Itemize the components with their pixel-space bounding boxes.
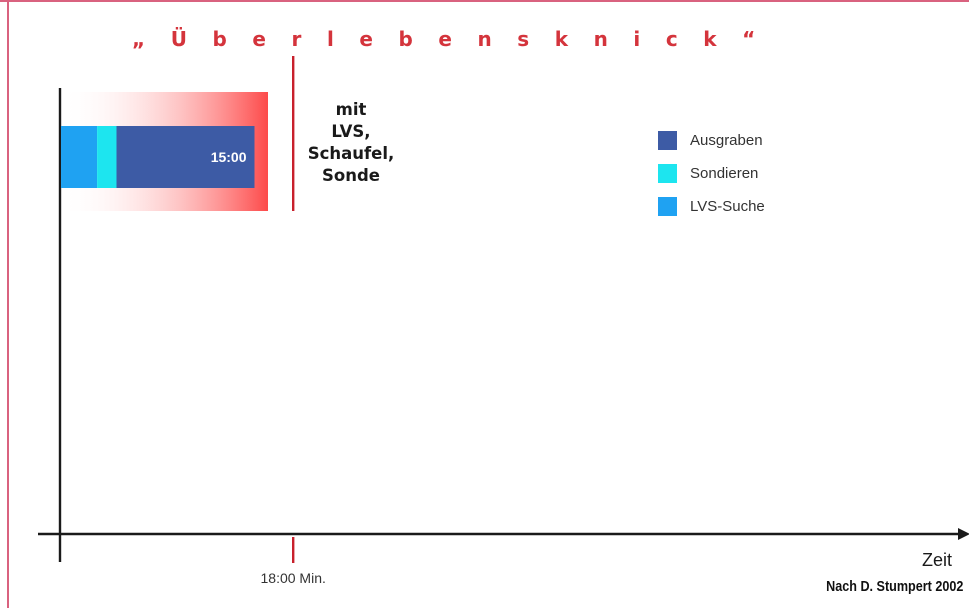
legend-item-sondieren: Sondieren: [658, 157, 765, 190]
category-line: Sonde: [322, 166, 380, 185]
bar-segment-lvs-suche: [61, 126, 98, 188]
bar-total-label: 15:00: [211, 149, 247, 165]
legend-swatch: [658, 131, 677, 150]
legend-swatch: [658, 164, 677, 183]
frame-top-border: [0, 0, 969, 2]
source-credit: Nach D. Stumpert 2002: [825, 578, 963, 595]
legend-label: Sondieren: [690, 165, 759, 182]
bar-group: [61, 126, 255, 188]
x-axis-arrowhead: [958, 528, 969, 540]
frame-left-border: [7, 0, 9, 608]
x-axis-label: Zeit: [922, 550, 952, 570]
legend: Ausgraben Sondieren LVS-Suche: [658, 124, 765, 223]
legend-label: LVS-Suche: [690, 198, 765, 215]
legend-item-ausgraben: Ausgraben: [658, 124, 765, 157]
category-line: mit: [335, 100, 367, 119]
threshold-label: 18:00 Min.: [261, 570, 326, 586]
bar-segment-sondieren: [97, 126, 117, 188]
legend-label: Ausgraben: [690, 132, 763, 149]
category-line: LVS,: [331, 122, 371, 141]
legend-swatch: [658, 197, 677, 216]
legend-item-lvs-suche: LVS-Suche: [658, 190, 765, 223]
bar-segment-ausgraben: [116, 126, 255, 188]
chart-title: „ Ü b e r l e b e n s k n i c k “: [132, 27, 765, 51]
category-line: Schaufel,: [307, 144, 395, 163]
category-annotation: mit LVS, Schaufel, Sonde: [296, 99, 406, 187]
